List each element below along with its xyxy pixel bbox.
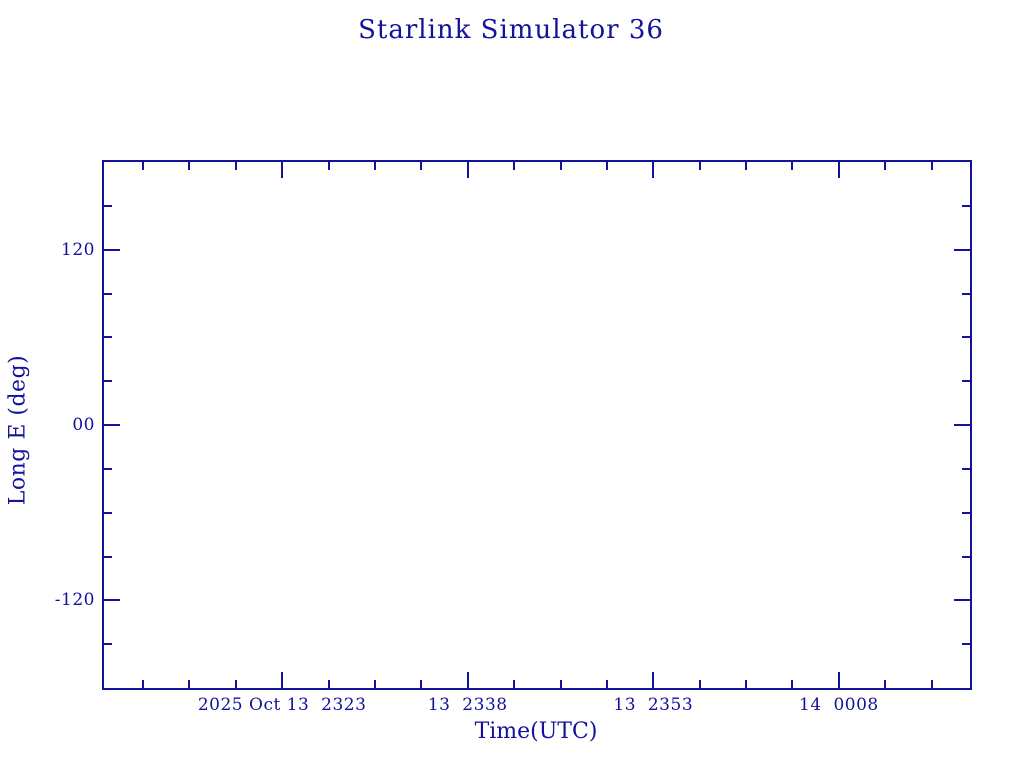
x-tick-label: 14 0008 — [799, 695, 879, 715]
x-axis-label: Time(UTC) — [474, 719, 598, 744]
tick-mark-bottom — [188, 680, 191, 688]
chart-title: Starlink Simulator 36 — [358, 15, 664, 45]
tick-mark-left — [104, 292, 112, 295]
tick-mark-bottom — [466, 672, 469, 688]
x-tick-label: 2025 Oct 13 2323 — [197, 695, 367, 715]
tick-mark-bottom — [234, 680, 237, 688]
tick-mark-bottom — [745, 680, 748, 688]
tick-mark-top — [930, 162, 933, 170]
tick-mark-left — [104, 204, 112, 207]
tick-mark-top — [373, 162, 376, 170]
tick-mark-bottom — [281, 672, 284, 688]
tick-mark-top — [188, 162, 191, 170]
tick-mark-left — [104, 467, 112, 470]
y-tick-label: 00 — [72, 415, 95, 435]
tick-mark-bottom — [837, 672, 840, 688]
tick-mark-left — [104, 424, 120, 426]
tick-mark-top — [466, 162, 469, 178]
tick-mark-right — [962, 511, 970, 514]
tick-mark-bottom — [930, 680, 933, 688]
tick-mark-right — [954, 248, 970, 251]
y-tick-label: 120 — [61, 239, 95, 260]
tick-mark-left — [104, 555, 112, 558]
tick-mark-left — [104, 380, 112, 383]
tick-mark-left — [104, 336, 112, 339]
tick-mark-right — [962, 467, 970, 470]
tick-mark-top — [791, 162, 794, 170]
tick-mark-right — [962, 292, 970, 295]
tick-mark-right — [954, 424, 970, 426]
tick-mark-bottom — [141, 680, 144, 688]
tick-mark-bottom — [420, 680, 423, 688]
plot-frame — [102, 160, 972, 690]
tick-mark-top — [559, 162, 562, 170]
tick-mark-top — [884, 162, 887, 170]
tick-mark-right — [954, 599, 970, 602]
tick-mark-bottom — [791, 680, 794, 688]
tick-mark-right — [962, 555, 970, 558]
tick-mark-top — [837, 162, 840, 178]
tick-mark-bottom — [373, 680, 376, 688]
tick-mark-top — [513, 162, 516, 170]
tick-mark-top — [281, 162, 284, 178]
tick-mark-top — [652, 162, 655, 178]
tick-mark-bottom — [652, 672, 655, 688]
tick-mark-left — [104, 643, 112, 646]
tick-mark-top — [605, 162, 608, 170]
tick-mark-top — [327, 162, 330, 170]
tick-mark-top — [745, 162, 748, 170]
y-tick-label: -120 — [54, 590, 95, 611]
tick-mark-bottom — [327, 680, 330, 688]
tick-mark-right — [962, 643, 970, 646]
x-tick-label: 13 2353 — [613, 695, 694, 715]
tick-mark-bottom — [513, 680, 516, 688]
tick-mark-right — [962, 204, 970, 207]
tick-mark-top — [141, 162, 144, 170]
tick-mark-bottom — [698, 680, 701, 688]
tick-mark-right — [962, 336, 970, 339]
tick-mark-left — [104, 511, 112, 514]
tick-mark-top — [420, 162, 423, 170]
tick-mark-bottom — [605, 680, 608, 688]
tick-mark-top — [234, 162, 237, 170]
tick-mark-bottom — [559, 680, 562, 688]
x-tick-label: 13 2338 — [427, 695, 508, 715]
tick-mark-top — [698, 162, 701, 170]
tick-mark-left — [104, 599, 120, 602]
tick-mark-right — [962, 380, 970, 383]
tick-mark-left — [104, 248, 120, 251]
tick-mark-bottom — [884, 680, 887, 688]
